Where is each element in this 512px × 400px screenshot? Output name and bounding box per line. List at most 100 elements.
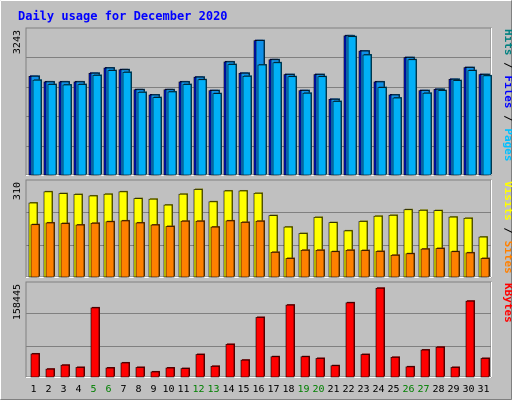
bar-sites-day-2	[45, 222, 55, 278]
bar-sites-day-21	[330, 251, 340, 278]
x-tick-label: 3	[60, 384, 66, 395]
bar-kbytes-day-26	[405, 366, 415, 378]
x-tick-label: 23	[357, 384, 369, 395]
x-tick-label: 9	[150, 384, 156, 395]
bar-pages-day-15	[242, 76, 252, 176]
x-tick-label: 31	[477, 384, 489, 395]
x-tick-label: 24	[372, 384, 384, 395]
bar-kbytes-day-20	[315, 358, 325, 378]
bar-sites-day-28	[435, 248, 445, 278]
x-tick-label: 12	[192, 384, 204, 395]
bar-pages-day-22	[347, 36, 357, 176]
bar-kbytes-day-6	[105, 367, 115, 378]
bar-sites-day-20	[315, 249, 325, 278]
bar-kbytes-day-10	[165, 367, 175, 378]
bar-kbytes-day-17	[270, 356, 280, 378]
x-tick-label: 21	[327, 384, 339, 395]
bar-pages-day-20	[317, 76, 327, 176]
bar-kbytes-day-1	[30, 353, 40, 378]
bar-pages-day-10	[167, 91, 177, 176]
bar-sites-day-16	[255, 220, 265, 278]
bar-kbytes-day-19	[300, 356, 310, 378]
bar-sites-day-3	[60, 223, 70, 278]
bar-pages-day-23	[362, 54, 372, 176]
bar-pages-day-17	[272, 62, 282, 176]
bar-kbytes-day-2	[45, 368, 55, 378]
x-tick-label: 5	[90, 384, 96, 395]
bar-sites-day-13	[210, 226, 220, 278]
bar-kbytes-day-5	[90, 307, 100, 378]
bar-sites-day-10	[165, 226, 175, 278]
x-tick-label: 15	[237, 384, 249, 395]
bar-pages-day-29	[452, 80, 462, 176]
bar-sites-day-27	[420, 248, 430, 278]
bar-sites-day-18	[285, 258, 295, 278]
legend-separator: /	[502, 56, 512, 76]
bar-sites-day-19	[300, 249, 310, 278]
bar-kbytes-day-23	[360, 354, 370, 378]
bar-pages-day-6	[107, 70, 117, 176]
bar-sites-day-14	[225, 220, 235, 278]
legend-series-label: Sites	[502, 241, 512, 274]
panel-1: 3243 Hits / Files / Pages	[12, 27, 512, 176]
bar-pages-day-26	[407, 59, 417, 176]
bar-kbytes-day-7	[120, 362, 130, 378]
bar-sites-day-15	[240, 222, 250, 278]
x-tick-label: 26	[402, 384, 414, 395]
bar-kbytes-day-16	[255, 317, 265, 378]
legend-series-label: KBytes	[502, 283, 512, 323]
x-tick-label: 1	[30, 384, 36, 395]
bar-kbytes-day-9	[150, 371, 160, 378]
x-tick-label: 28	[432, 384, 444, 395]
panel-max-label: 158445	[12, 284, 23, 320]
bar-kbytes-day-4	[75, 367, 85, 378]
bar-pages-day-8	[137, 92, 147, 176]
bar-sites-day-6	[105, 221, 115, 278]
bar-sites-day-17	[270, 252, 280, 278]
bar-pages-day-24	[377, 87, 387, 176]
bar-kbytes-day-25	[390, 357, 400, 378]
x-tick-label: 19	[297, 384, 309, 395]
bar-kbytes-day-24	[375, 287, 385, 378]
x-axis: 1 2 3 4 5 6 7 8 9 10 11 12 13 14 15 16 17 18 19 20 21 22 23 24 2…	[30, 384, 489, 395]
legend-series-label: Hits	[502, 29, 512, 56]
bar-kbytes-day-21	[330, 365, 340, 378]
legend-series-label: Pages	[502, 128, 512, 161]
bar-pages-day-27	[422, 92, 432, 176]
bar-pages-day-4	[77, 84, 87, 176]
bar-kbytes-day-15	[240, 359, 250, 378]
chart-title: Daily usage for December 2020	[18, 9, 228, 23]
x-tick-label: 30	[462, 384, 474, 395]
x-tick-label: 6	[105, 384, 111, 395]
x-tick-label: 20	[312, 384, 324, 395]
bar-sites-day-26	[405, 253, 415, 278]
bar-kbytes-day-3	[60, 364, 70, 378]
bar-pages-day-14	[227, 64, 237, 176]
bar-pages-day-25	[392, 97, 402, 176]
legend-series-label: Visits	[502, 181, 512, 221]
bar-pages-day-1	[32, 79, 42, 176]
bar-sites-day-11	[180, 220, 190, 278]
bar-kbytes-day-27	[420, 349, 430, 378]
bar-pages-day-2	[47, 84, 57, 176]
bar-kbytes-day-13	[210, 366, 220, 378]
bar-pages-day-31	[482, 75, 492, 176]
x-tick-label: 4	[75, 384, 81, 395]
bar-kbytes-day-12	[195, 354, 205, 378]
panel-legend-label: Hits / Files / Pages	[502, 29, 512, 162]
x-tick-label: 16	[252, 384, 264, 395]
bar-sites-day-12	[195, 220, 205, 278]
bar-pages-day-9	[152, 97, 162, 176]
panel-max-label: 310	[12, 182, 23, 200]
bar-sites-day-23	[360, 250, 370, 278]
bar-sites-day-9	[150, 224, 160, 278]
x-tick-label: 11	[177, 384, 189, 395]
bar-pages-day-18	[287, 76, 297, 176]
bar-kbytes-day-28	[435, 346, 445, 378]
bar-pages-day-28	[437, 90, 447, 176]
x-tick-label: 29	[447, 384, 459, 395]
bar-sites-day-25	[390, 254, 400, 278]
bar-pages-day-3	[62, 84, 72, 176]
bar-pages-day-19	[302, 92, 312, 176]
